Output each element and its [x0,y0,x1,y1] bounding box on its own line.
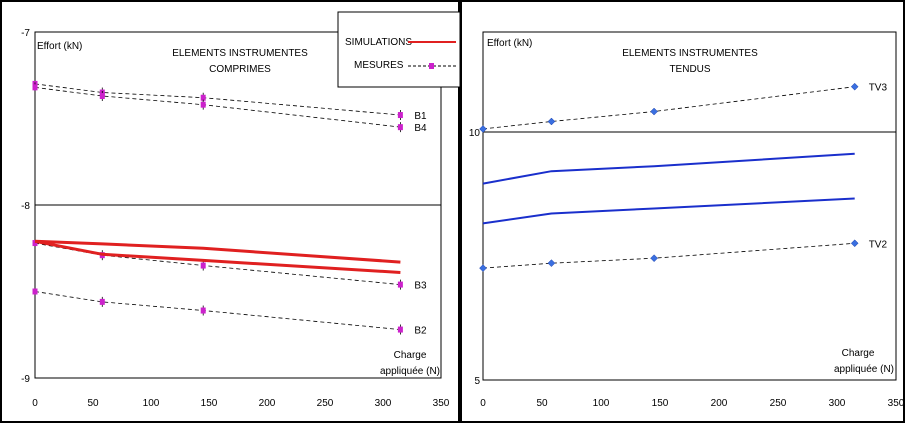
data-point [850,239,859,248]
x-tick-label: 50 [87,398,99,409]
x-tick-label: 150 [201,398,218,409]
data-point [397,112,403,119]
x-tick-label: 100 [593,398,610,409]
x-tick-label: 350 [433,398,450,409]
measure-line-tv2 [482,242,855,269]
chart-subtitle: TENDUS [669,64,710,75]
series-label: TV3 [869,83,888,94]
x-tick-label: 100 [143,398,160,409]
y-axis-label: Effort (kN) [37,41,82,52]
x-tick-label: 250 [770,398,787,409]
measure-line-b2 [34,291,401,330]
data-point [397,124,403,131]
data-point [200,262,206,269]
x-tick-label: 0 [480,398,486,409]
x-tick-label: 50 [536,398,548,409]
chart-title: ELEMENTS INSTRUMENTES [622,48,758,59]
series-label: B2 [414,326,427,337]
series-label: B4 [414,123,427,134]
x-tick-label: 150 [652,398,669,409]
simulation-line [482,197,855,225]
chart-tensioned: Effort (kN) ELEMENTS INSTRUMENTES TENDUS… [460,0,905,423]
y-tick-label: -7 [21,28,30,39]
y-axis-label: Effort (kN) [487,38,532,49]
series-label: TV2 [869,239,888,250]
measure-line-b4 [34,87,401,128]
x-tick-label: 0 [32,398,38,409]
data-point [32,84,38,91]
chart-compressed: Effort (kN) ELEMENTS INSTRUMENTES COMPRI… [0,0,461,423]
data-point [479,125,487,133]
y-tick-label: 10 [469,128,481,139]
x-tick-label: 300 [375,398,392,409]
simulation-line [34,239,401,264]
x-axis-label: appliquée (N) [834,364,894,375]
legend-label-simulations: SIMULATIONS [345,37,412,48]
data-point [200,94,206,101]
legend: SIMULATIONS MESURES [337,11,461,88]
data-point [650,107,658,116]
legend-marker-mesures [429,63,434,69]
simulation-line [34,239,401,274]
series-label: B1 [414,111,427,122]
chart-frame [460,0,905,423]
data-point [650,254,658,263]
data-point [397,326,403,333]
chart-subtitle: COMPRIMES [209,64,271,75]
y-tick-label: 5 [474,376,480,387]
x-axis-label: Charge [394,350,427,361]
measure-line-b3 [34,242,401,285]
data-point [547,259,556,268]
data-point [547,117,556,126]
data-point [850,82,859,91]
plot-area [482,31,897,381]
data-point [32,288,38,295]
plot-marks: TV3 TV2 [479,82,888,272]
y-tick-label: -9 [21,374,30,385]
simulation-line [482,152,855,185]
x-tick-label: 250 [317,398,334,409]
data-point [397,281,403,288]
measure-line-b1 [34,83,401,116]
x-tick-label: 350 [888,398,905,409]
y-tick-label: -8 [21,201,30,212]
data-point [479,264,487,272]
measure-line-tv3 [482,86,855,130]
x-axis-label: appliquée (N) [380,366,440,377]
series-label: B3 [414,281,427,292]
chart-title: ELEMENTS INSTRUMENTES [172,48,308,59]
data-point [200,307,206,314]
data-point [32,240,38,247]
x-tick-label: 200 [711,398,728,409]
data-point [99,298,105,305]
data-point [200,101,206,108]
x-tick-label: 200 [259,398,276,409]
x-tick-label: 300 [829,398,846,409]
x-axis-label: Charge [842,348,875,359]
data-point [99,93,105,100]
legend-box [337,11,461,88]
legend-label-mesures: MESURES [354,60,404,71]
